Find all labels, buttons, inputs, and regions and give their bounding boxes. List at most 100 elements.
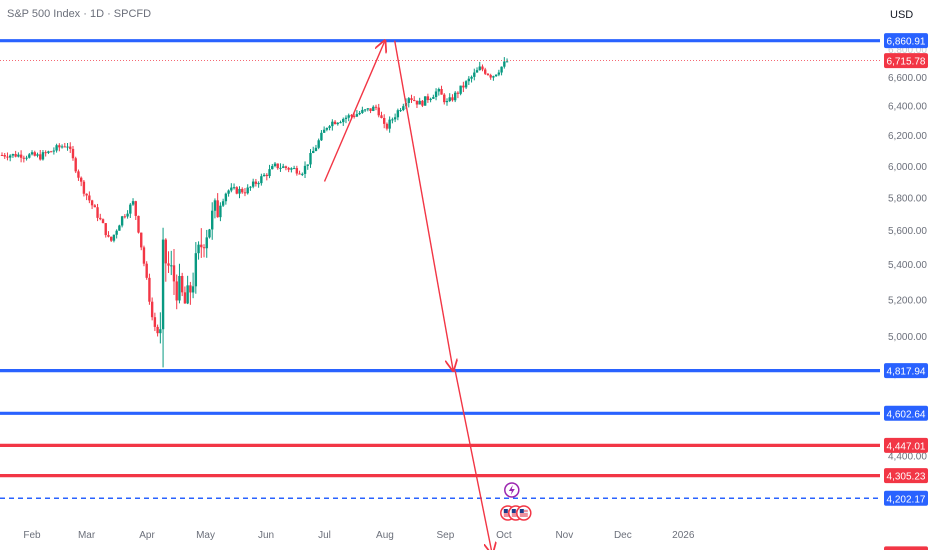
candle — [268, 165, 270, 178]
candle-body — [255, 182, 257, 184]
candle-body — [42, 152, 44, 159]
candle-body — [140, 233, 142, 248]
candle — [64, 143, 66, 147]
candle — [320, 130, 322, 141]
candle-body — [53, 151, 55, 152]
candle — [31, 150, 33, 155]
candle — [257, 181, 259, 187]
candle — [34, 151, 36, 157]
candle-body — [334, 122, 336, 124]
y-tick-label: 6,600.00 — [888, 73, 927, 84]
chart-title: S&P 500 Index · 1D · SPCFD — [7, 8, 151, 20]
candle — [143, 246, 145, 267]
candle-body — [449, 97, 451, 101]
candle — [386, 122, 388, 130]
candle-body — [307, 164, 309, 165]
candle-body — [506, 61, 508, 62]
candle — [140, 232, 142, 250]
candle — [274, 162, 276, 167]
candle — [69, 142, 71, 153]
candle-body — [487, 74, 489, 75]
level-price-label: 4,447.01 — [887, 441, 926, 452]
candle-body — [72, 149, 74, 158]
candle — [462, 82, 464, 92]
candle-body — [266, 175, 268, 176]
candle-body — [126, 214, 128, 217]
candle-body — [309, 153, 311, 164]
candle — [317, 139, 319, 150]
candle — [80, 176, 82, 186]
candle-body — [279, 168, 281, 169]
candle — [418, 98, 420, 105]
candle-body — [397, 110, 399, 117]
candle-body — [247, 188, 249, 194]
candle — [296, 166, 298, 176]
candle — [222, 199, 224, 207]
candle-body — [94, 205, 96, 207]
candle — [75, 157, 77, 173]
candle — [307, 164, 309, 169]
candle — [334, 120, 336, 124]
candle — [99, 214, 101, 220]
lightning-event-icon — [505, 483, 519, 497]
y-tick-label: 5,800.00 — [888, 193, 927, 204]
candle-body — [481, 67, 483, 70]
candle-body — [200, 245, 202, 248]
candle — [151, 297, 153, 320]
candle — [47, 151, 49, 154]
candle — [83, 180, 85, 196]
y-tick-label: 5,600.00 — [888, 226, 927, 237]
candle — [186, 276, 188, 304]
candle-body — [61, 146, 63, 147]
candle — [28, 153, 30, 158]
candle-body — [424, 96, 426, 105]
candle — [260, 174, 262, 186]
candle — [383, 114, 385, 128]
candle-body — [12, 154, 14, 156]
candle — [6, 152, 8, 160]
candle-body — [364, 109, 366, 110]
x-tick-label: Jul — [318, 530, 331, 541]
currency-label[interactable]: USD — [890, 9, 913, 21]
candle — [72, 146, 74, 161]
candle-body — [282, 166, 284, 167]
candle — [227, 189, 229, 196]
y-tick-label: 6,400.00 — [888, 102, 927, 113]
candle-body — [186, 285, 188, 303]
candle-body — [91, 200, 93, 205]
level-price-label: 4,602.64 — [887, 409, 926, 420]
candle — [342, 118, 344, 126]
candle — [137, 216, 139, 234]
candle-body — [69, 147, 71, 149]
candle-body — [399, 110, 401, 111]
candle-body — [271, 166, 273, 169]
candle — [451, 94, 453, 101]
candle — [271, 164, 273, 170]
candle-body — [83, 182, 85, 194]
candle-body — [260, 176, 262, 183]
candle — [408, 97, 410, 107]
candle — [88, 191, 90, 203]
candle — [479, 62, 481, 71]
candle — [165, 238, 167, 282]
us-flag-events-icon — [501, 506, 531, 520]
candle-body — [408, 98, 410, 103]
candle — [367, 108, 369, 111]
x-tick-label: May — [196, 530, 215, 541]
candle-body — [197, 245, 199, 254]
candle-body — [165, 240, 167, 264]
candle-body — [31, 152, 33, 154]
candle-body — [413, 100, 415, 101]
candle-body — [457, 93, 459, 94]
candle — [55, 144, 57, 153]
candle-body — [156, 327, 158, 333]
candle — [470, 75, 472, 82]
candle-body — [358, 113, 360, 114]
candle — [331, 119, 333, 130]
candle — [459, 86, 461, 96]
candle-body — [503, 62, 505, 67]
candle-body — [230, 188, 232, 191]
candle — [473, 69, 475, 81]
